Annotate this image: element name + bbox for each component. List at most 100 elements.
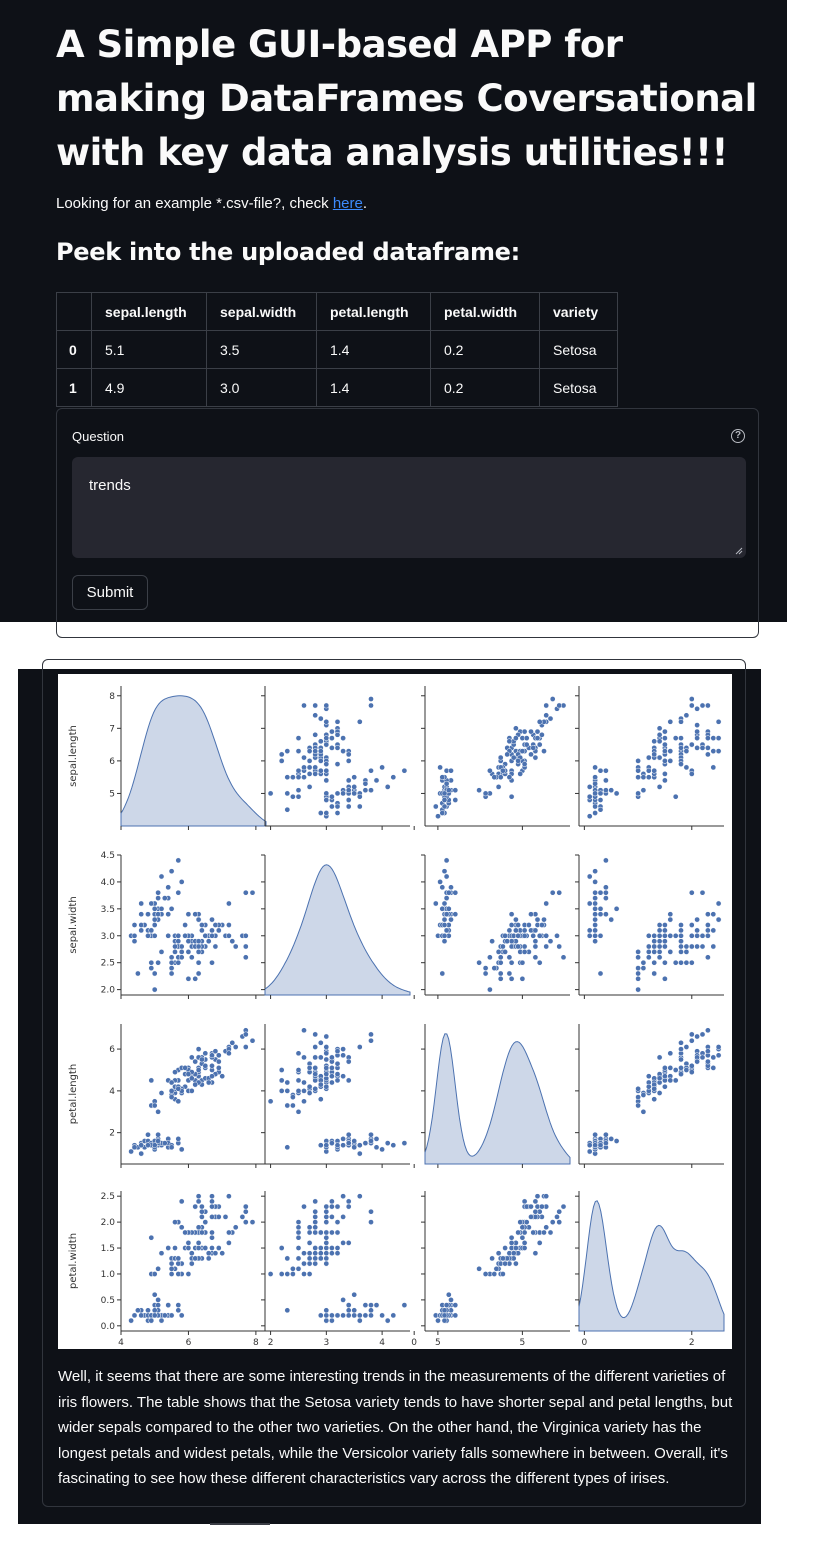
scatter-point [592,774,598,781]
scatter-point [209,1234,215,1241]
scatter-point [306,1250,313,1257]
scatter-point [195,1240,202,1246]
column-header-index[interactable] [56,292,92,331]
scatter-point [443,1302,450,1308]
scatter-point [497,754,504,761]
scatter-point [635,975,641,982]
scatter-point [694,745,700,751]
scatter-point [597,797,604,803]
scatter-point [645,943,652,950]
scatter-point [131,1144,138,1151]
scatter-point [592,889,598,896]
scatter-point [290,1102,296,1109]
scatter-point [656,754,663,761]
scatter-point [334,1048,341,1055]
scatter-point [667,911,674,918]
scatter-point [592,780,598,787]
scatter-point [526,922,532,928]
column-header[interactable]: variety [539,292,618,331]
resize-handle-icon[interactable] [735,547,743,555]
scatter-point [662,943,668,950]
scatter-point [362,780,369,787]
scatter-point [138,1312,145,1319]
scatter-point [267,1271,274,1277]
scatter-point [597,905,604,912]
scatter-point [523,1219,530,1225]
scatter-point [699,889,706,896]
column-header[interactable]: sepal.width [206,292,317,331]
scatter-point [226,1240,232,1246]
scatter-point [534,916,541,923]
scatter-point [306,1271,313,1277]
scatter-point [345,758,352,764]
submit-button[interactable]: Submit [72,575,148,610]
scatter-point [532,954,539,961]
scatter-point [145,1131,151,1138]
scatter-point [306,764,313,771]
row-index: 0 [56,330,92,369]
scatter-point [306,1224,313,1231]
scatter-point [592,868,598,875]
x-tick-label: 2 [268,1338,274,1348]
scatter-point [158,1090,165,1096]
scatter-point [441,803,448,810]
scatter-point [586,793,593,800]
result-panel: 5 6 7 8 sepal.length 2.0 2.5 3.0 3.5 4.0 4.5 sepal.… [18,659,761,1525]
scatter-point [345,1131,352,1138]
scatter-point [437,764,443,771]
scatter-point [613,1138,620,1144]
scatter-point [513,916,519,923]
scatter-point [345,1140,352,1146]
question-circle-icon[interactable]: ? [731,429,745,443]
scatter-point [532,1250,539,1257]
column-header[interactable]: sepal.length [91,292,207,331]
scatter-point [312,1245,319,1251]
scatter-point [662,932,668,939]
scatter-point [168,1312,175,1319]
scatter-point [491,774,498,781]
scatter-point [323,1056,330,1063]
kde-curve-sepal.length [120,695,267,827]
scatter-point [521,1245,528,1251]
result-card [42,659,746,1507]
scatter-point [678,932,684,939]
column-header[interactable]: petal.width [430,292,540,331]
scatter-point [521,943,528,950]
scatter-point [195,916,202,923]
scatter-point [168,1144,175,1151]
scatter-point [435,1317,441,1324]
scatter-point [209,1073,215,1080]
scatter-point [541,748,547,754]
y-tick-label: 0.0 [101,1322,116,1332]
example-link[interactable]: here [332,195,363,212]
scatter-point [340,1073,346,1080]
scatter-point [715,916,722,923]
scatter-point [148,1234,155,1241]
scatter-point [151,905,158,912]
scatter-point [592,790,598,797]
scatter-point [202,1062,209,1069]
scatter-point [135,970,141,977]
scatter-point [306,1255,313,1262]
scatter-point [334,1071,341,1077]
scatter-point [334,1077,341,1084]
scatter-point [710,748,717,754]
scatter-point [667,1077,674,1084]
scatter-point [530,932,537,939]
scatter-point [592,810,598,816]
scatter-point [199,1056,205,1063]
scatter-point [312,748,319,754]
scatter-point [301,1079,307,1086]
column-header[interactable]: petal.length [316,292,431,331]
scatter-point [678,1065,684,1071]
scatter-point [521,1240,528,1246]
scatter-point [329,1054,335,1061]
y-tick-label: 6 [109,1045,115,1055]
scatter-point [645,774,652,781]
question-textarea[interactable]: trends [72,457,746,558]
scatter-point [452,1302,459,1308]
scatter-point [368,1219,374,1225]
scatter-point [148,927,155,934]
scatter-point [155,959,161,966]
scatter-point [290,793,296,800]
